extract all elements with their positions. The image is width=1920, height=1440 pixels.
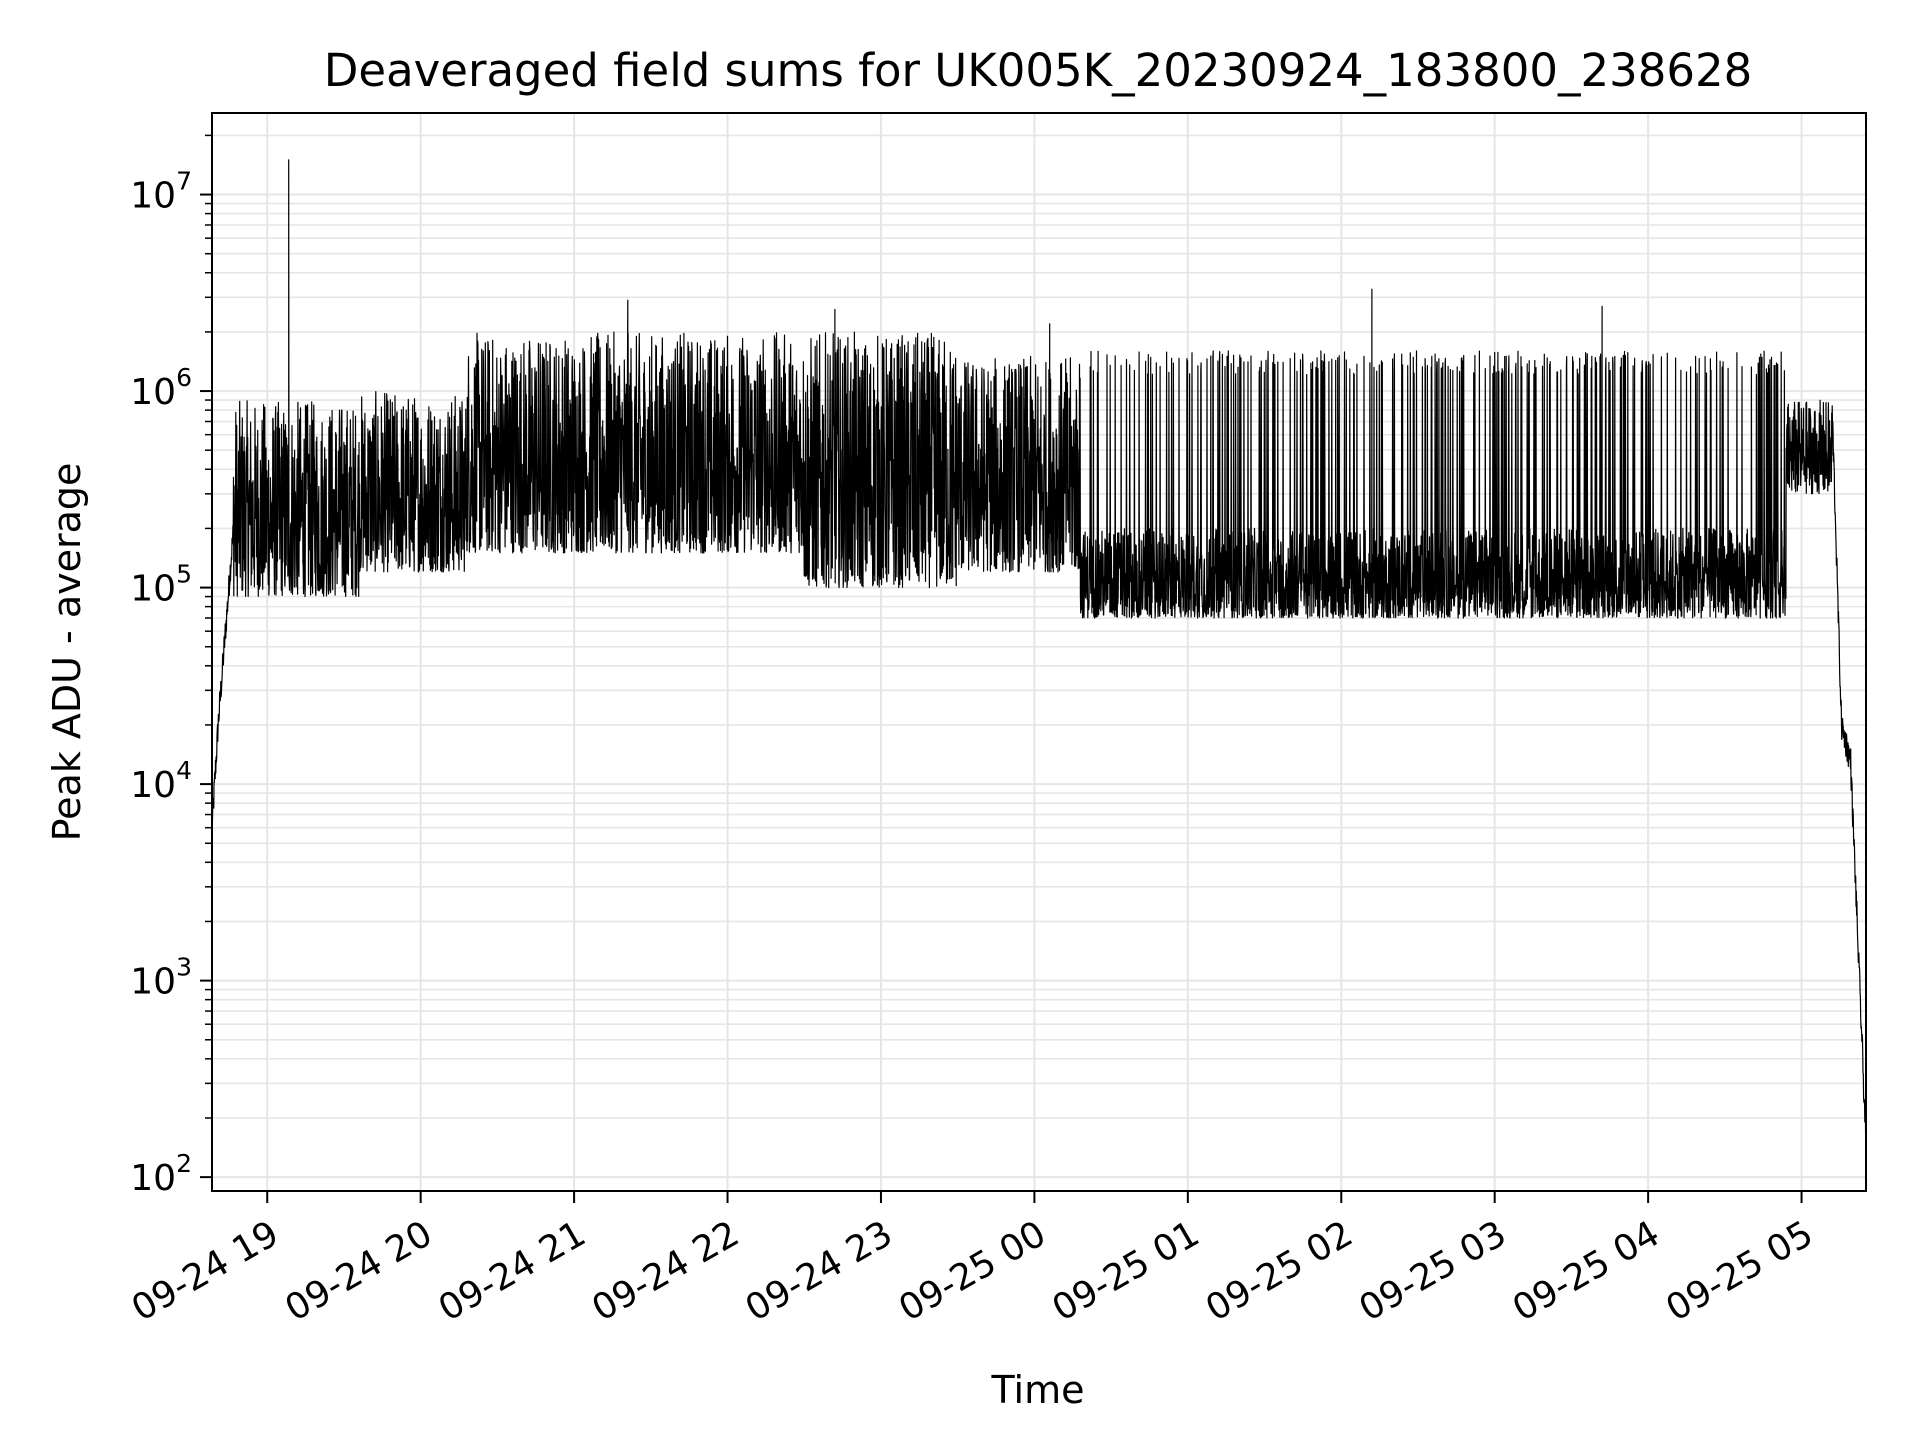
y-tick-label: 105	[130, 560, 192, 610]
y-axis-label: Peak ADU - average	[45, 463, 89, 842]
y-tick-label: 102	[130, 1149, 192, 1199]
x-axis-label: Time	[991, 1368, 1085, 1412]
y-tick-label: 104	[130, 756, 192, 806]
grid-lines	[212, 113, 1866, 1191]
y-tick-label: 106	[130, 363, 192, 413]
chart-title: Deaveraged field sums for UK005K_2023092…	[324, 44, 1753, 97]
plot-frame	[211, 112, 1867, 1192]
y-tick-label: 103	[130, 953, 192, 1003]
y-axis-ticks: 102 103 104 105 106 107	[130, 134, 212, 1199]
series-line	[211, 159, 1867, 1149]
data-series	[211, 159, 1867, 1149]
y-tick-label: 107	[130, 167, 192, 217]
